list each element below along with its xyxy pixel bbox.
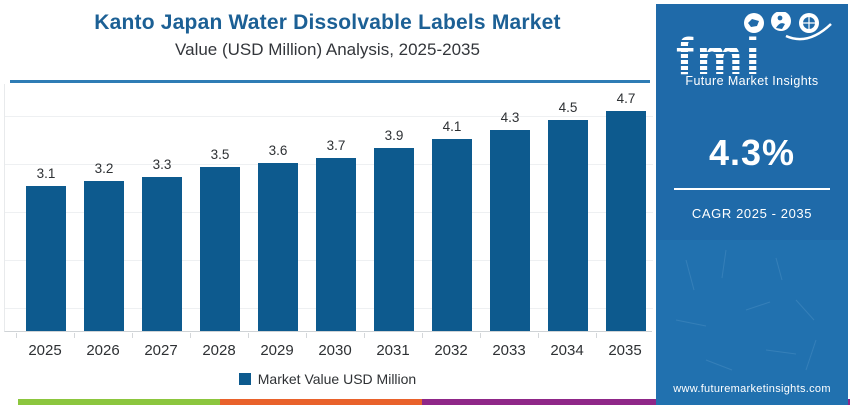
legend-label: Market Value USD Million [257,371,417,387]
bar [142,177,182,331]
x-tick-label: 2025 [28,342,62,359]
bar-value-label: 3.5 [210,147,230,162]
footer-stripe-orange [220,399,422,405]
brand-sidebar: fmi Future Market Insights 4.3% CAGR 202… [656,4,848,405]
fmi-logo: fmi Future Market Insights [656,12,848,88]
page-subtitle: Value (USD Million) Analysis, 2025-2035 [175,40,480,59]
bar-value-label: 3.3 [152,157,172,172]
bar-group: 3.5 [200,147,240,331]
bar [200,167,240,331]
bar-group: 3.7 [316,138,356,331]
bar-group: 3.1 [26,166,66,331]
x-tick-label: 2034 [550,342,584,359]
bar-value-label: 4.3 [500,110,520,125]
globe-icon [799,13,819,33]
bar [490,130,530,331]
logo-wordmark: fmi [676,28,763,78]
cagr-block: 4.3% CAGR 2025 - 2035 [656,132,848,221]
x-tick-label: 2035 [608,342,642,359]
bar [258,163,298,331]
bar-group: 3.9 [374,128,414,331]
bar-value-label: 3.7 [326,138,346,153]
header-divider [10,80,650,83]
bar-value-label: 4.1 [442,119,462,134]
page-title: Kanto Japan Water Dissolvable Labels Mar… [94,11,561,34]
chart-legend: Market Value USD Million [0,371,655,387]
bar [606,111,646,331]
fmi-logo-graphic: fmi [676,12,832,78]
bar [374,148,414,331]
legend-swatch-icon [238,373,251,385]
cagr-divider [674,188,830,190]
x-tick-label: 2032 [434,342,468,359]
plot-area: 3.1 3.2 3.3 3.5 3.6 3.7 3.9 4.1 4.3 4.5 4.7 [4,84,653,332]
website-link[interactable]: www.futuremarketinsights.com [673,383,831,395]
bar [548,120,588,331]
x-tick-label: 2028 [202,342,236,359]
bar-group: 4.3 [490,110,530,331]
x-tick-label: 2030 [318,342,352,359]
header: Kanto Japan Water Dissolvable Labels Mar… [0,0,655,80]
bar-value-label: 4.7 [616,91,636,106]
bar-value-label: 4.5 [558,100,578,115]
map-icon [744,13,764,33]
bar-group: 3.2 [84,161,124,331]
x-tick-label: 2026 [86,342,120,359]
x-tick-label: 2027 [144,342,178,359]
x-tick-label: 2029 [260,342,294,359]
bar-group: 4.5 [548,100,588,331]
person-icon [771,12,791,31]
bar-group: 3.6 [258,143,298,331]
bar-group: 4.7 [606,91,646,331]
footer-stripe-green [18,399,220,405]
bar-value-label: 3.9 [384,128,404,143]
map-texture-lines [675,249,817,371]
bar-group: 4.1 [432,119,472,331]
footer-stripe-purple [422,399,850,405]
bar [84,181,124,331]
gridline [5,116,653,117]
bar [316,158,356,331]
bar-value-label: 3.2 [94,161,114,176]
bar [432,139,472,331]
x-tick-label: 2033 [492,342,526,359]
cagr-label: CAGR 2025 - 2035 [691,206,813,221]
bar-value-label: 3.6 [268,143,288,158]
x-axis-ticks [16,333,648,338]
bar [26,186,66,331]
logo-subtext: Future Market Insights [685,74,819,88]
x-tick-label: 2031 [376,342,410,359]
bar-chart: 3.1 3.2 3.3 3.5 3.6 3.7 3.9 4.1 4.3 4.5 4.7 2025 20… [0,84,655,395]
cagr-value: 4.3% [708,132,796,173]
world-map-texture: www.futuremarketinsights.com [656,240,848,405]
bar-group: 3.3 [142,157,182,331]
bar-value-label: 3.1 [36,166,56,181]
x-axis-labels: 2025 2026 2027 2028 2029 2030 2031 2032 2033 2034… [4,342,652,359]
swoosh-icon [785,23,832,41]
